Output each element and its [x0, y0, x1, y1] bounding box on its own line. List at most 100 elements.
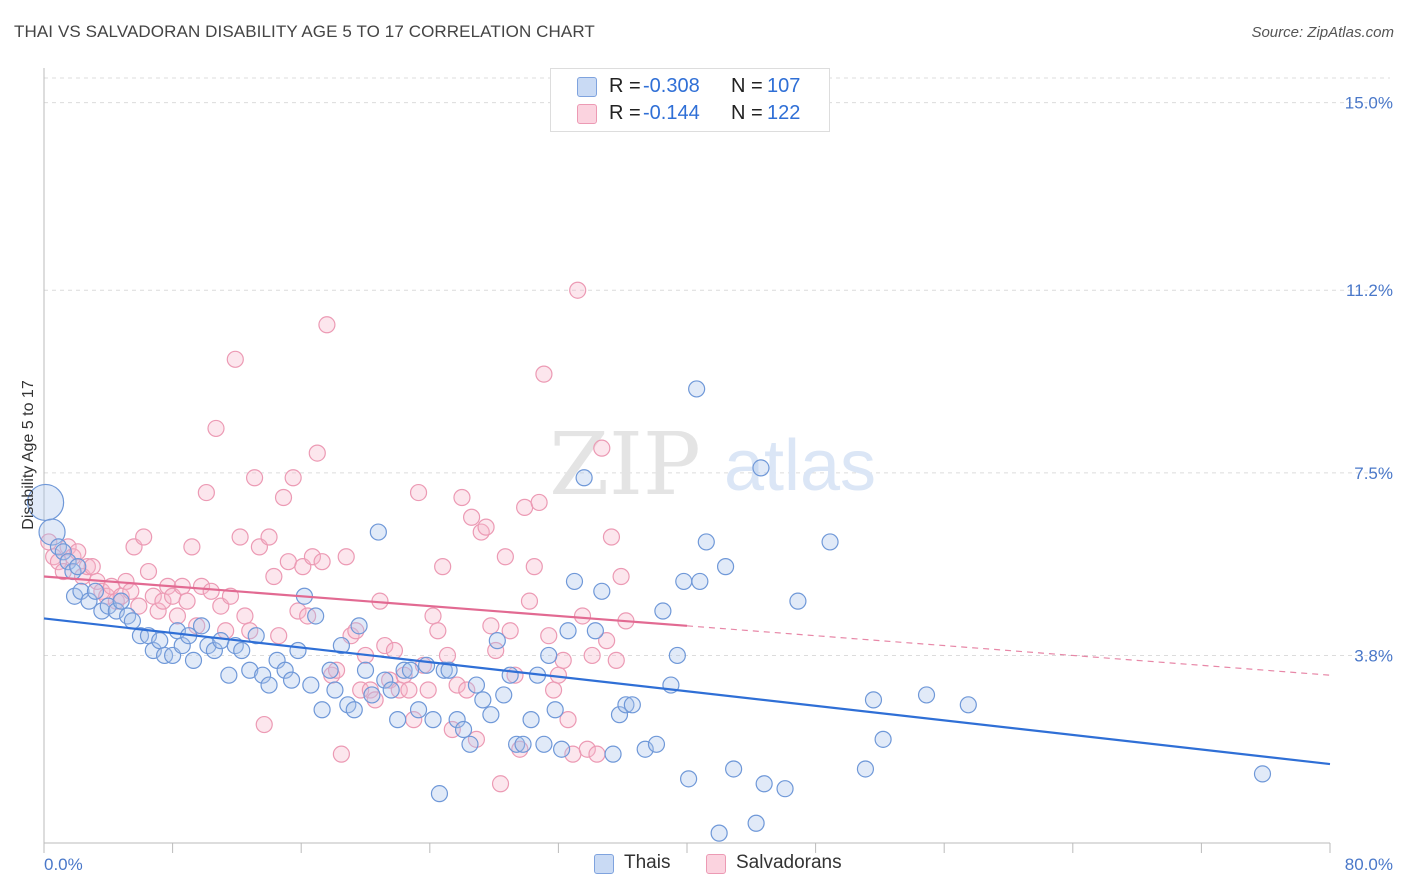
thais-point — [688, 380, 706, 398]
thais-point — [220, 666, 238, 684]
thais-point — [755, 775, 773, 793]
salvadorans-point — [327, 661, 346, 679]
salvadorans-point — [496, 548, 514, 566]
thais-point — [454, 720, 473, 739]
salvadorans-point — [221, 587, 240, 605]
salvadorans-point — [245, 469, 264, 487]
thais-point — [716, 558, 735, 576]
correlation-legend: R = -0.308 N = 107 R = -0.144 N = 122 — [550, 68, 830, 132]
salvadorans-points — [40, 281, 635, 793]
salvadorans-point — [554, 651, 572, 669]
thais-point — [173, 636, 191, 655]
thais-point — [604, 745, 622, 763]
thais-point — [675, 572, 693, 591]
salvadorans-trend-line — [43, 575, 688, 627]
legend-n-value: 107 — [767, 75, 801, 97]
salvadorans-point — [231, 528, 249, 546]
salvadorans-point — [588, 745, 606, 763]
watermark-atlas: atlas — [724, 426, 876, 506]
salvadorans-point — [260, 528, 278, 546]
thais-point — [151, 632, 169, 650]
salvadorans-point — [236, 607, 254, 625]
salvadorans-point — [93, 582, 111, 600]
legend-n-label: N = — [731, 75, 763, 97]
salvadorans-point — [135, 528, 153, 546]
thais-point — [874, 730, 892, 748]
legend-swatch-salvadorans — [577, 104, 597, 124]
thais-point — [575, 469, 593, 487]
thais-point — [540, 646, 558, 665]
legend-swatch-thais — [577, 77, 597, 97]
salvadorans-point — [385, 641, 404, 660]
thais-trend-line — [43, 617, 1331, 766]
salvadorans-point — [598, 632, 616, 650]
salvadorans-point — [409, 483, 428, 502]
salvadorans-point — [202, 582, 220, 600]
thais-point — [54, 543, 72, 561]
thais-point — [233, 641, 251, 660]
thais-point — [376, 671, 394, 689]
salvadorans-point — [491, 775, 510, 793]
y-tick-label: 3.8% — [1354, 646, 1393, 665]
thais-point — [725, 760, 743, 778]
legend-r-label: R = — [609, 102, 641, 124]
thais-point — [610, 706, 629, 724]
thais-point — [326, 681, 344, 699]
salvadorans-point — [535, 365, 553, 383]
thais-point — [482, 706, 500, 724]
y-tick-label: 15.0% — [1345, 94, 1393, 113]
thais-point — [553, 740, 571, 758]
thais-point — [535, 735, 553, 753]
thais-point — [697, 533, 715, 551]
salvadorans-point — [424, 607, 442, 625]
thais-point — [747, 814, 765, 832]
thais-point — [864, 691, 883, 709]
thais-point — [917, 686, 936, 704]
thais-point — [321, 661, 339, 679]
salvadorans-point — [255, 715, 273, 734]
salvadorans-point — [607, 651, 625, 669]
salvadorans-point — [434, 558, 452, 576]
legend-label-thais: Thais — [624, 852, 671, 873]
thais-point — [144, 641, 162, 660]
thais-point — [80, 592, 98, 610]
salvadorans-point — [501, 622, 519, 640]
legend-r-label: R = — [609, 75, 641, 97]
salvadorans-point — [472, 523, 490, 541]
thais-point — [118, 607, 137, 625]
salvadorans-point — [453, 488, 471, 507]
thais-point — [647, 735, 666, 753]
y-tick-label: 7.5% — [1354, 464, 1393, 483]
salvadorans-point — [289, 602, 307, 620]
salvadorans-point — [352, 681, 370, 699]
salvadorans-point — [602, 528, 621, 546]
thais-point — [395, 661, 413, 679]
salvadorans-point — [318, 316, 336, 334]
thais-point — [959, 696, 977, 714]
thais-point — [112, 592, 130, 610]
thais-point — [369, 523, 387, 541]
y-tick-label: 11.2% — [1346, 281, 1393, 300]
thais-point — [289, 641, 307, 660]
salvadorans-point — [279, 553, 297, 571]
thais-point — [654, 602, 672, 620]
thais-point — [86, 582, 105, 600]
thais-point — [184, 651, 203, 669]
salvadorans-point — [530, 493, 548, 512]
thais-point — [401, 661, 420, 679]
thais-point — [617, 696, 635, 714]
salvadorans-point — [303, 548, 322, 566]
thais-point — [448, 711, 466, 729]
thais-point — [260, 676, 278, 694]
y-axis-label: Disability Age 5 to 17 — [20, 380, 37, 530]
salvadorans-point — [573, 607, 592, 625]
thais-point — [467, 676, 486, 694]
legend-n-value: 122 — [767, 102, 801, 124]
salvadorans-point — [569, 281, 587, 299]
legend-r-value: -0.144 — [643, 102, 700, 124]
chart-title: THAI VS SALVADORAN DISABILITY AGE 5 TO 1… — [14, 22, 595, 41]
thais-point — [345, 701, 363, 719]
salvadorans-point — [525, 558, 543, 576]
salvadorans-point — [376, 636, 394, 655]
salvadorans-point — [313, 553, 331, 571]
